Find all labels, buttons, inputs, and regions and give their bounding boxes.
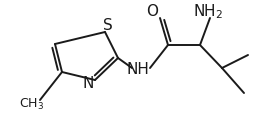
- Text: NH$_2$: NH$_2$: [193, 3, 223, 21]
- Text: N: N: [82, 77, 94, 92]
- Text: O: O: [146, 4, 158, 19]
- Text: S: S: [103, 18, 113, 33]
- Text: NH: NH: [127, 62, 149, 78]
- Text: CH$_3$: CH$_3$: [20, 96, 44, 112]
